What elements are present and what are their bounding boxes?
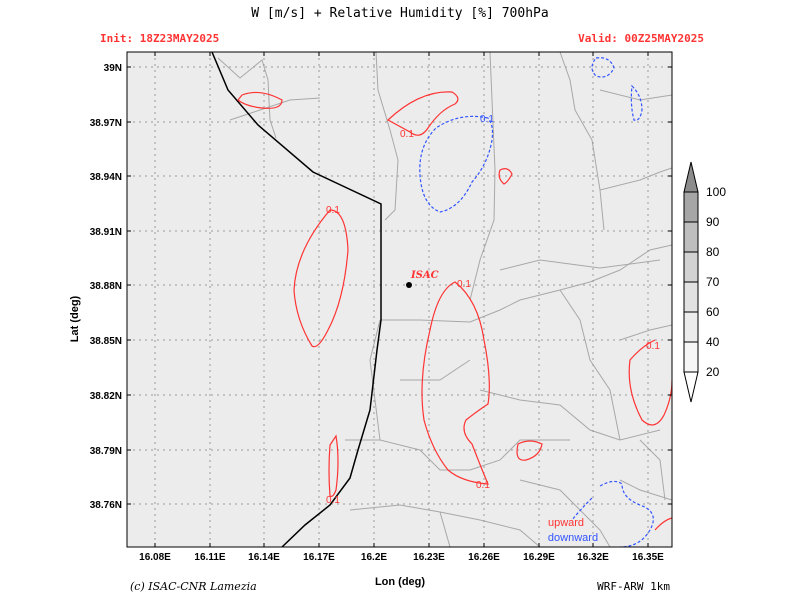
lon-tick-label: 16.35E xyxy=(632,552,664,563)
lat-tick-label: 39N xyxy=(104,63,122,74)
legend-downward: downward xyxy=(548,532,598,544)
lon-tick-label: 16.23E xyxy=(413,552,445,563)
isac-station-marker xyxy=(406,282,412,288)
contour-label: 0.1 xyxy=(476,480,490,491)
colorbar-label: 40 xyxy=(706,335,720,349)
colorbar-top-arrow xyxy=(683,161,699,193)
lat-tick-label: 38.91N xyxy=(90,227,122,238)
x-axis-label: Lon (deg) xyxy=(375,576,425,588)
contour-label: 0.1 xyxy=(326,205,340,216)
lon-tick-label: 16.32E xyxy=(577,552,609,563)
upward-contours xyxy=(237,91,672,531)
colorbar-swatch xyxy=(683,341,699,373)
lat-tick-label: 38.79N xyxy=(90,446,122,457)
contour-label: 0.1 xyxy=(400,129,414,140)
credit-label: (c) ISAC-CNR Lamezia xyxy=(130,580,257,593)
lon-tick-label: 16.14E xyxy=(248,552,280,563)
lat-tick-label: 38.94N xyxy=(90,172,122,183)
plot-frame xyxy=(126,51,673,548)
colorbar-label: 80 xyxy=(706,245,720,259)
coastline xyxy=(211,52,382,547)
contour-label: 0.1 xyxy=(480,114,494,125)
contour-label: 0.1 xyxy=(646,341,660,352)
init-time-label: Init: 18Z23MAY2025 xyxy=(100,32,220,45)
map-background xyxy=(127,52,672,547)
lon-tick-label: 16.11E xyxy=(194,552,225,563)
colorbar-swatch xyxy=(683,221,699,253)
lon-tick-label: 16.26E xyxy=(468,552,500,563)
legend-upward: upward xyxy=(548,517,584,529)
lon-tick-label: 16.29E xyxy=(523,552,555,563)
lat-tick-label: 38.76N xyxy=(90,500,122,511)
lon-tick-labels: 16.08E 16.11E 16.14E 16.17E 16.2E 16.23E… xyxy=(139,552,664,563)
contour-label: 0.1 xyxy=(457,279,471,290)
lat-tick-labels: 39N 38.97N 38.94N 38.91N 38.88N 38.85N 3… xyxy=(90,63,122,511)
isac-station-label: ISAC xyxy=(410,270,439,281)
colorbar-label: 20 xyxy=(706,365,720,379)
lon-tick-label: 16.17E xyxy=(303,552,335,563)
humidity-colorbar: 100 90 80 70 60 40 20 xyxy=(683,161,726,403)
lon-tick-label: 16.2E xyxy=(361,552,387,563)
tick-marks xyxy=(127,52,672,547)
contour-labels: 0.1 0.1 0.1 0.1 0.1 0.1 0.1 xyxy=(326,114,660,506)
chart-title: W [m/s] + Relative Humidity [%] 700hPa xyxy=(251,6,549,21)
contour-label: 0.1 xyxy=(326,495,340,506)
colorbar-label: 90 xyxy=(706,215,720,229)
colorbar-swatch xyxy=(683,311,699,343)
colorbar-bottom-arrow xyxy=(683,371,699,403)
colorbar-swatch xyxy=(683,251,699,283)
lon-tick-label: 16.08E xyxy=(139,552,171,563)
colorbar-label: 100 xyxy=(706,185,726,199)
lat-tick-label: 38.85N xyxy=(90,336,122,347)
colorbar-swatch xyxy=(683,191,699,223)
downward-contours xyxy=(419,57,654,547)
lat-tick-label: 38.88N xyxy=(90,281,122,292)
colorbar-label: 60 xyxy=(706,305,720,319)
y-axis-label: Lat (deg) xyxy=(69,295,81,342)
lat-lon-grid xyxy=(127,52,672,547)
valid-time-label: Valid: 00Z25MAY2025 xyxy=(578,32,704,45)
model-label: WRF-ARW 1km xyxy=(597,580,670,593)
colorbar-label: 70 xyxy=(706,275,720,289)
lat-tick-label: 38.82N xyxy=(90,391,122,402)
lat-tick-label: 38.97N xyxy=(90,118,122,129)
colorbar-swatch xyxy=(683,281,699,313)
